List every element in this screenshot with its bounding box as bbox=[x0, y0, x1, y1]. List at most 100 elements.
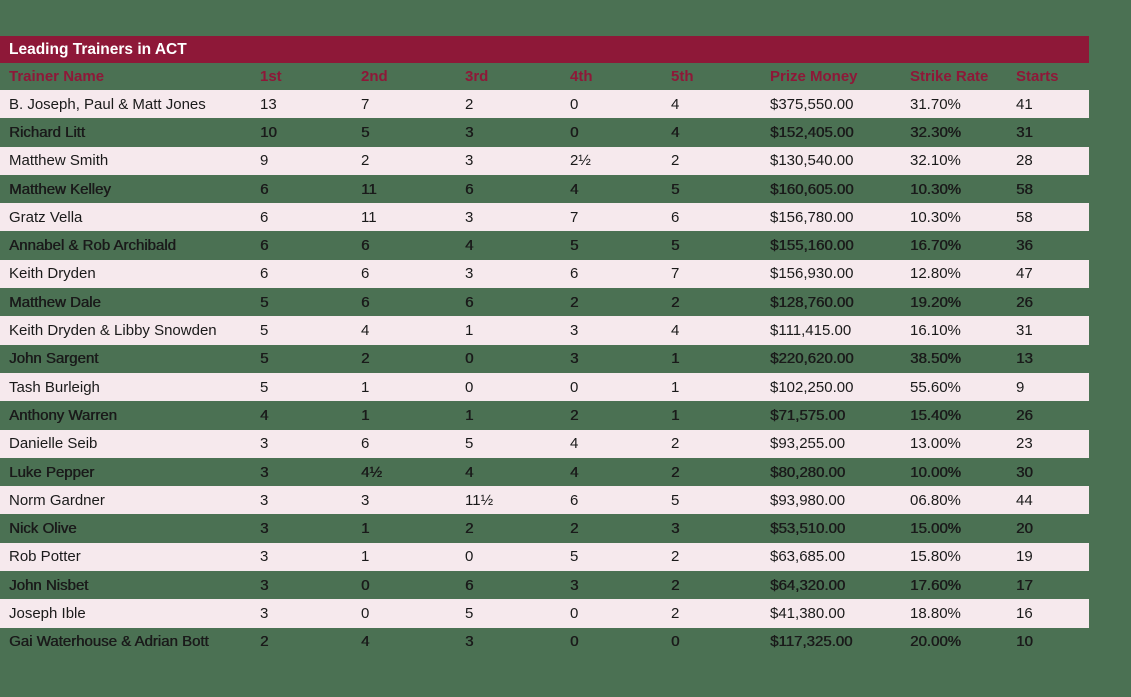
table-row: Anthony Warren 4 1 1 2 1 $71,575.00 15.40% 26 bbox=[0, 401, 1089, 429]
stat-cell: 32.30% bbox=[910, 123, 961, 141]
stat-cell: 10.00% bbox=[910, 463, 961, 481]
stat-cell: $64,320.00 bbox=[770, 576, 846, 594]
stat-cell: 5 bbox=[361, 123, 370, 141]
trainers-table: Trainer Name 1st 2nd 3rd 4th 5th Prize Money St… bbox=[0, 63, 1089, 656]
stat-cell: 1 bbox=[671, 378, 680, 396]
trainer-name-cell: Annabel & Rob Archibald bbox=[9, 237, 176, 255]
stat-cell: 2 bbox=[465, 520, 474, 538]
stat-cell: 10 bbox=[260, 123, 277, 141]
stat-cell: 5 bbox=[570, 237, 579, 255]
table-row: Keith Dryden & Libby Snowden 5 4 1 3 4 $111,41… bbox=[0, 316, 1089, 345]
stat-cell: $111,415.00 bbox=[770, 322, 852, 340]
stat-cell: 13 bbox=[260, 95, 277, 113]
trainer-name-cell: Joseph Ible bbox=[9, 604, 86, 622]
stat-cell: 3 bbox=[260, 463, 269, 481]
stat-cell: 1 bbox=[361, 378, 370, 396]
column-header: 3rd bbox=[465, 68, 489, 85]
stat-cell: 5 bbox=[671, 180, 680, 198]
stat-cell: $155,160.00 bbox=[770, 237, 854, 255]
table-row: Luke Pepper 3 4½ 4 4 2 $80,280.00 10.00% 30 bbox=[0, 458, 1089, 486]
stat-cell: 5 bbox=[260, 378, 269, 396]
stat-cell: 3 bbox=[570, 322, 579, 340]
stat-cell: 3 bbox=[570, 350, 579, 368]
stat-cell: 2 bbox=[570, 406, 579, 424]
stat-cell: $102,250.00 bbox=[770, 378, 854, 396]
table-row: Norm Gardner 3 3 11½ 6 5 $93,980.00 06.80% 44 bbox=[0, 486, 1089, 515]
stat-cell: 20 bbox=[1016, 520, 1033, 538]
stat-cell: 7 bbox=[671, 265, 680, 283]
stat-cell: 1 bbox=[465, 406, 474, 424]
stat-cell: 4 bbox=[570, 180, 579, 198]
stat-cell: 31 bbox=[1016, 322, 1033, 340]
table-row: Rob Potter 3 1 0 5 2 $63,685.00 15.80% 19 bbox=[0, 542, 1089, 572]
table-row: John Nisbet 3 0 6 3 2 $64,320.00 17.60% 17 bbox=[0, 571, 1089, 599]
stat-cell: 4 bbox=[671, 95, 680, 113]
stat-cell: 5 bbox=[260, 322, 269, 340]
trainer-name-cell: Tash Burleigh bbox=[9, 378, 100, 396]
column-header: 2nd bbox=[361, 68, 388, 85]
stat-cell: 4 bbox=[671, 322, 680, 340]
trainer-name-cell: Keith Dryden & Libby Snowden bbox=[9, 322, 217, 340]
stat-cell: 4 bbox=[671, 123, 680, 141]
stat-cell: 0 bbox=[570, 633, 579, 651]
stat-cell: 18.80% bbox=[910, 604, 961, 622]
stat-cell: 5 bbox=[671, 237, 680, 255]
stat-cell: 6 bbox=[671, 208, 680, 226]
stat-cell: 0 bbox=[671, 633, 680, 651]
stat-cell: 26 bbox=[1016, 406, 1033, 424]
table-header-row: Trainer Name 1st 2nd 3rd 4th 5th Prize Money St… bbox=[0, 63, 1089, 90]
table-row: B. Joseph, Paul & Matt Jones 13 7 2 0 4 $375,5… bbox=[0, 90, 1089, 119]
column-header: Prize Money bbox=[770, 68, 858, 85]
stat-cell: 3 bbox=[465, 152, 474, 170]
stat-cell: 0 bbox=[361, 604, 370, 622]
stat-cell: 6 bbox=[260, 208, 269, 226]
trainer-name-cell: John Sargent bbox=[9, 350, 99, 368]
stat-cell: 1 bbox=[671, 350, 680, 368]
stat-cell: 1 bbox=[361, 520, 370, 538]
stat-cell: 3 bbox=[260, 520, 269, 538]
trainer-name-cell: Rob Potter bbox=[9, 548, 81, 566]
stat-cell: 0 bbox=[465, 378, 474, 396]
stat-cell: $41,380.00 bbox=[770, 604, 846, 622]
stat-cell: $93,980.00 bbox=[770, 491, 846, 509]
stat-cell: 5 bbox=[671, 491, 680, 509]
stat-cell: 0 bbox=[570, 378, 579, 396]
stat-cell: 6 bbox=[361, 435, 370, 453]
table-body: B. Joseph, Paul & Matt Jones 13 7 2 0 4 $375,5… bbox=[0, 90, 1089, 656]
stat-cell: 32.10% bbox=[910, 152, 961, 170]
stat-cell: 16.70% bbox=[910, 237, 961, 255]
stat-cell: 0 bbox=[465, 350, 474, 368]
stat-cell: 0 bbox=[570, 95, 579, 113]
stat-cell: 4 bbox=[570, 463, 579, 481]
stat-cell: 6 bbox=[465, 293, 474, 311]
stat-cell: 3 bbox=[260, 604, 269, 622]
stat-cell: 3 bbox=[465, 208, 474, 226]
trainer-name-cell: Gratz Vella bbox=[9, 208, 83, 226]
column-header: Strike Rate bbox=[910, 68, 989, 85]
stat-cell: 36 bbox=[1016, 237, 1033, 255]
stat-cell: 19.20% bbox=[910, 293, 961, 311]
stat-cell: 1 bbox=[361, 548, 370, 566]
stat-cell: 11 bbox=[361, 208, 377, 226]
stat-cell: 5 bbox=[465, 435, 474, 453]
table-row: Annabel & Rob Archibald 6 6 4 5 5 $155,160.00 1… bbox=[0, 231, 1089, 259]
stat-cell: 2 bbox=[671, 463, 680, 481]
stat-cell: 0 bbox=[361, 576, 370, 594]
stat-cell: 17.60% bbox=[910, 576, 961, 594]
stat-cell: 6 bbox=[260, 265, 269, 283]
table-row: Gai Waterhouse & Adrian Bott 2 4 3 0 0 $117,32… bbox=[0, 628, 1089, 656]
stat-cell: 6 bbox=[570, 265, 579, 283]
trainer-name-cell: Matthew Dale bbox=[9, 293, 101, 311]
trainer-name-cell: John Nisbet bbox=[9, 576, 89, 594]
stat-cell: 3 bbox=[465, 123, 474, 141]
stat-cell: 28 bbox=[1016, 152, 1033, 170]
stat-cell: 16.10% bbox=[910, 322, 961, 340]
stat-cell: 58 bbox=[1016, 180, 1033, 198]
stat-cell: 10 bbox=[1016, 633, 1033, 651]
stat-cell: $80,280.00 bbox=[770, 463, 846, 481]
stat-cell: 15.40% bbox=[910, 406, 961, 424]
stat-cell: $53,510.00 bbox=[770, 520, 846, 538]
trainer-name-cell: Danielle Seib bbox=[9, 435, 98, 453]
trainer-name-cell: Luke Pepper bbox=[9, 463, 95, 481]
stat-cell: 5 bbox=[465, 604, 474, 622]
